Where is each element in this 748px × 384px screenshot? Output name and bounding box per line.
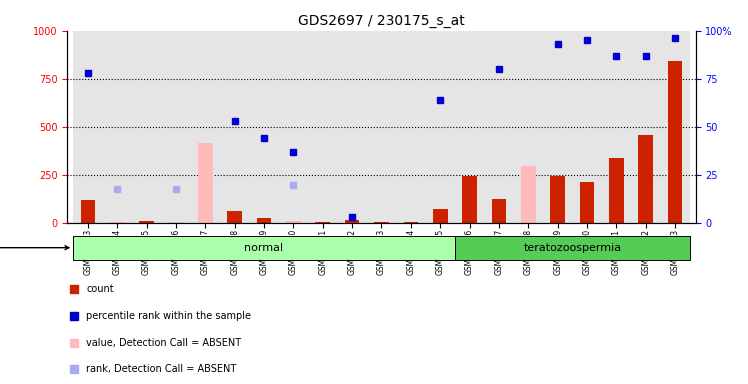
Bar xyxy=(249,31,279,223)
Bar xyxy=(367,31,396,223)
Bar xyxy=(572,31,601,223)
Bar xyxy=(110,222,125,223)
Bar xyxy=(316,222,330,223)
Bar xyxy=(168,222,183,223)
Bar xyxy=(257,218,272,223)
Bar xyxy=(81,200,95,223)
Bar xyxy=(491,199,506,223)
Bar xyxy=(286,221,301,223)
Bar xyxy=(403,222,418,223)
Bar xyxy=(660,31,690,223)
Bar xyxy=(638,136,653,223)
Bar xyxy=(514,31,543,223)
Bar xyxy=(374,222,389,223)
Bar xyxy=(73,31,102,223)
Title: GDS2697 / 230175_s_at: GDS2697 / 230175_s_at xyxy=(298,14,465,28)
Bar xyxy=(132,31,162,223)
Bar xyxy=(198,143,212,223)
Bar xyxy=(191,31,220,223)
Bar xyxy=(345,220,360,223)
Bar xyxy=(308,31,337,223)
Bar xyxy=(139,221,154,223)
Bar xyxy=(433,209,447,223)
Text: disease state: disease state xyxy=(0,243,69,253)
Bar xyxy=(426,31,455,223)
Bar xyxy=(521,166,536,223)
Bar xyxy=(396,31,426,223)
Bar xyxy=(279,31,308,223)
Bar xyxy=(220,31,249,223)
Bar xyxy=(609,159,624,223)
Bar xyxy=(521,221,536,223)
Bar xyxy=(462,176,477,223)
Bar xyxy=(668,61,682,223)
Bar xyxy=(227,211,242,223)
Bar xyxy=(337,31,367,223)
Bar xyxy=(551,176,565,223)
Text: teratozoospermia: teratozoospermia xyxy=(524,243,622,253)
Bar xyxy=(601,31,631,223)
Text: count: count xyxy=(86,284,114,294)
Bar xyxy=(484,31,514,223)
Bar xyxy=(631,31,660,223)
Bar xyxy=(198,213,212,223)
Text: normal: normal xyxy=(245,243,283,253)
Bar xyxy=(455,31,484,223)
FancyBboxPatch shape xyxy=(73,236,455,260)
Bar xyxy=(102,31,132,223)
Bar xyxy=(580,182,595,223)
FancyBboxPatch shape xyxy=(455,236,690,260)
Text: percentile rank within the sample: percentile rank within the sample xyxy=(86,311,251,321)
Text: value, Detection Call = ABSENT: value, Detection Call = ABSENT xyxy=(86,338,242,348)
Bar xyxy=(162,31,191,223)
Text: rank, Detection Call = ABSENT: rank, Detection Call = ABSENT xyxy=(86,364,236,374)
Bar xyxy=(543,31,572,223)
